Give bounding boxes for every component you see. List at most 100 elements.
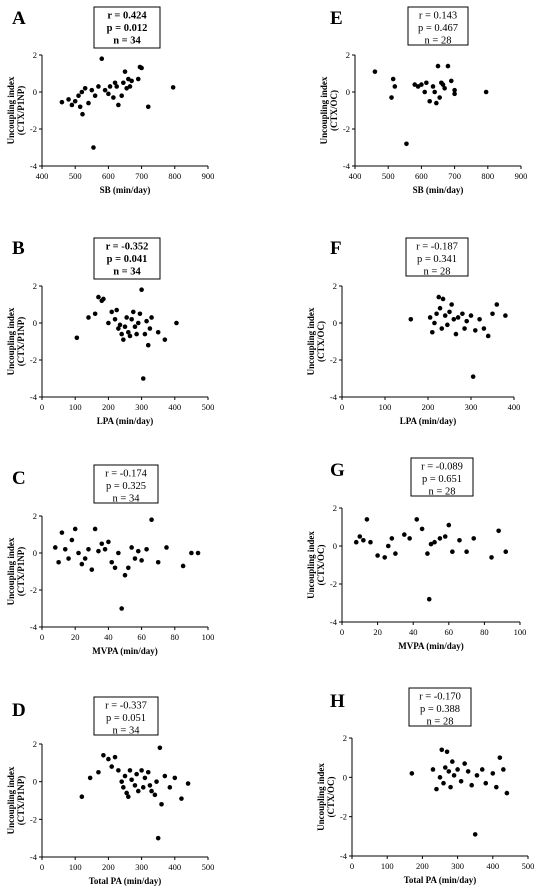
stats-box <box>407 6 469 46</box>
data-point <box>455 767 460 772</box>
data-point <box>86 547 91 552</box>
y-axis-label: Uncoupling index(CTX/OC) <box>316 763 336 831</box>
data-point <box>112 565 118 571</box>
data-point <box>114 84 119 89</box>
data-point <box>430 84 436 89</box>
x-tick-label: 60 <box>445 627 454 637</box>
x-tick-label: 300 <box>135 402 148 412</box>
data-point <box>154 779 159 784</box>
data-point <box>56 559 61 565</box>
data-point <box>96 769 101 775</box>
stats-line: n = 28 <box>429 487 456 498</box>
data-point <box>109 309 115 315</box>
y-tick-label: -2 <box>330 579 337 589</box>
x-tick-label: 100 <box>381 861 394 871</box>
data-point <box>77 104 83 110</box>
x-axis-label: Total PA (min/day) <box>404 875 477 885</box>
y-axis-label-line: (CTX/P1NP) <box>16 317 26 367</box>
data-point <box>490 311 495 317</box>
y-axis-label-line: (CTX/OC) <box>326 777 336 818</box>
data-point <box>129 317 134 322</box>
y-tick-label: -2 <box>330 355 337 365</box>
data-point <box>419 526 425 532</box>
data-point <box>59 530 65 535</box>
data-point <box>489 555 494 560</box>
data-point <box>126 565 131 571</box>
data-point <box>139 65 144 71</box>
data-point <box>437 305 443 311</box>
stats-line: r = -0.089 <box>421 462 463 473</box>
data-point <box>180 563 186 569</box>
stats-line: p = 0.012 <box>107 23 148 34</box>
x-tick-label: 400 <box>168 402 181 412</box>
data-point <box>140 376 146 381</box>
y-tick-label: 0 <box>33 777 37 787</box>
data-point <box>119 331 124 337</box>
data-point <box>101 753 106 758</box>
stats-line: p = 0.041 <box>107 254 148 265</box>
data-point <box>162 773 168 779</box>
data-point <box>99 541 105 547</box>
data-point <box>449 302 454 307</box>
x-tick-label: 800 <box>168 171 181 181</box>
data-point <box>464 318 470 324</box>
data-point <box>392 84 398 89</box>
stats-line: n = 34 <box>113 726 141 737</box>
y-tick-label: -4 <box>340 851 348 861</box>
x-tick-label: 0 <box>40 632 44 642</box>
data-point <box>132 783 138 788</box>
data-point <box>122 773 128 779</box>
data-point <box>442 313 448 318</box>
data-point <box>464 549 469 554</box>
x-tick-label: 700 <box>135 171 148 181</box>
x-tick-label: 500 <box>202 402 215 412</box>
y-tick-label: 0 <box>343 772 347 782</box>
data-point <box>139 768 144 773</box>
data-point <box>479 767 485 772</box>
data-point <box>114 307 119 313</box>
data-point <box>419 82 424 87</box>
y-tick-label: -2 <box>343 124 350 134</box>
x-tick-label: 500 <box>202 862 215 872</box>
data-point <box>155 835 161 841</box>
data-point <box>109 559 115 565</box>
x-tick-label: 800 <box>481 171 494 181</box>
data-point <box>107 84 113 89</box>
data-point <box>155 329 161 335</box>
y-axis-label-line: Uncoupling index <box>6 76 16 144</box>
data-point <box>106 756 111 762</box>
x-tick-label: 100 <box>69 402 82 412</box>
y-tick-label: 0 <box>333 318 337 328</box>
x-tick-label: 900 <box>202 171 215 181</box>
x-tick-label: 200 <box>102 862 115 872</box>
data-point <box>132 556 138 561</box>
stats-box <box>405 237 469 277</box>
data-point <box>69 102 75 108</box>
data-point <box>435 63 441 69</box>
stats-line: n = 28 <box>424 267 451 278</box>
data-point <box>457 538 462 543</box>
data-point <box>87 775 93 781</box>
data-point <box>112 317 118 322</box>
data-point <box>101 296 106 302</box>
data-point <box>119 93 124 98</box>
stats-box <box>93 464 159 504</box>
data-point <box>407 536 412 541</box>
data-point <box>174 320 179 326</box>
data-point <box>195 550 201 556</box>
y-tick-label: 2 <box>333 281 337 291</box>
y-tick-label: 0 <box>333 541 337 551</box>
data-point <box>470 374 476 379</box>
data-point <box>445 322 450 328</box>
y-tick-label: -2 <box>30 355 37 365</box>
data-point <box>102 87 108 93</box>
data-point <box>372 69 378 74</box>
stats-line: r = -0.337 <box>105 701 147 712</box>
data-point <box>127 84 133 89</box>
x-tick-label: 60 <box>137 632 146 642</box>
data-point <box>450 759 455 764</box>
y-axis-label-line: (CTX/OC) <box>316 321 326 362</box>
